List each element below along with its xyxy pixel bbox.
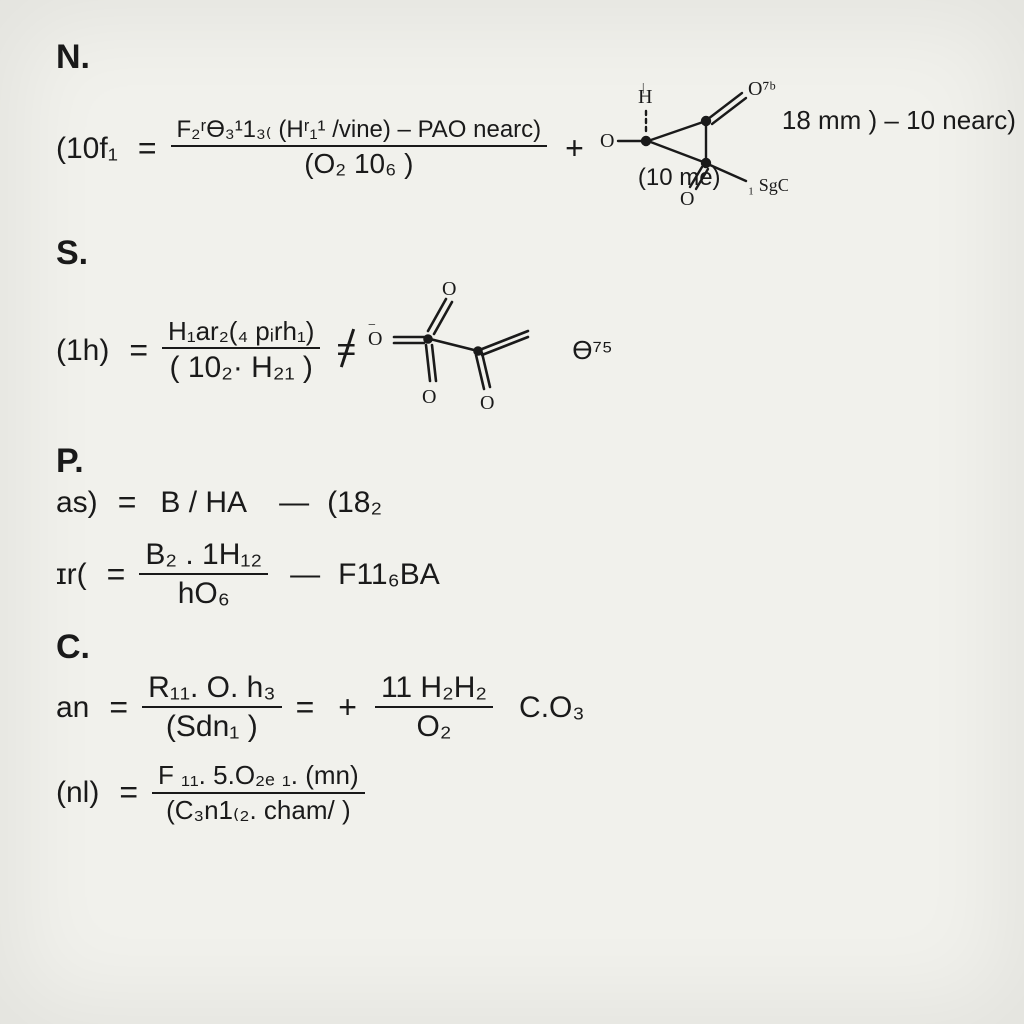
c1-den1: (Sdn₁ ): [160, 710, 264, 743]
c1-num2: 11 H₂H₂: [375, 671, 493, 704]
c2-den: (C₃n1₍₂. cham/ ): [160, 796, 357, 825]
section-label-n: N.: [56, 38, 974, 77]
s-numerator: H₁ar₂(₄ pᵢrh₁): [162, 317, 320, 346]
s-denominator: ( 10₂· H₂₁ ): [164, 351, 319, 384]
c1-lhs: an: [56, 691, 89, 724]
handwritten-page: N. (10f₁ = F₂ʳϴ₃¹1₃₍ (Hʳ₁¹ /vine) – PAO …: [0, 0, 1024, 1024]
n-right-top: 18 mm ) – 10 nearc): [782, 106, 1016, 135]
p2-den: hO₆: [172, 577, 236, 610]
c1-eq1: =: [109, 690, 128, 725]
p1-mid: B / HA: [160, 486, 247, 519]
p1-lhs: as): [56, 486, 98, 519]
p2-eq: =: [107, 557, 126, 592]
n-lhs: (10f₁: [56, 132, 118, 165]
equation-c1: an = R₁₁. O. h₃ (Sdn₁ ) = + 11 H₂H₂ O₂ C…: [56, 671, 974, 743]
svg-text:O: O: [480, 392, 494, 414]
n-right-bottom: (10 me): [638, 165, 1016, 191]
n-molecule-icon: O H | O⁷ᵇ O ₁ SgC): [598, 81, 788, 216]
p1-minus: —: [279, 486, 309, 519]
svg-text:−: −: [368, 318, 376, 333]
s-molecule-icon: O − O O O: [368, 277, 568, 424]
section-label-c: C.: [56, 628, 974, 667]
n-numerator: F₂ʳϴ₃¹1₃₍ (Hʳ₁¹ /vine) – PAO nearc): [171, 117, 548, 143]
n-plus: +: [565, 131, 584, 166]
equation-p2: ɪr( = B₂ . 1H₁₂ hO₆ — F11₆BA: [56, 538, 974, 610]
equation-p1: as) = B / HA — (18₂: [56, 485, 974, 520]
n-denominator: (O₂ 10₆ ): [298, 149, 419, 180]
n-fraction: F₂ʳϴ₃¹1₃₍ (Hʳ₁¹ /vine) – PAO nearc) (O₂ …: [171, 117, 548, 180]
equation-n: (10f₁ = F₂ʳϴ₃¹1₃₍ (Hʳ₁¹ /vine) – PAO nea…: [56, 81, 974, 216]
svg-text:H: H: [638, 86, 652, 108]
c2-frac: F ₁₁. 5.O₂ₑ ₁. (mn) (C₃n1₍₂. cham/ ): [152, 761, 365, 824]
c1-frac2: 11 H₂H₂ O₂: [375, 671, 493, 743]
c2-lhs: (nl): [56, 776, 99, 809]
p2-rhs: F11₆BA: [338, 558, 440, 591]
c2-eq: =: [119, 775, 138, 810]
svg-text:O: O: [422, 386, 436, 408]
equation-c2: (nl) = F ₁₁. 5.O₂ₑ ₁. (mn) (C₃n1₍₂. cham…: [56, 761, 974, 824]
svg-text:O⁷ᵇ: O⁷ᵇ: [748, 81, 776, 100]
p1-eq: =: [118, 485, 137, 520]
section-label-p: P.: [56, 442, 974, 481]
p2-num: B₂ . 1H₁₂: [139, 538, 268, 571]
s-equals: =: [129, 333, 148, 368]
p2-fraction: B₂ . 1H₁₂ hO₆: [139, 538, 268, 610]
p2-minus: —: [290, 558, 320, 591]
p2-lhs: ɪr(: [56, 558, 87, 591]
c1-eq2: =: [296, 690, 315, 725]
s-not-equal: =: [336, 332, 356, 369]
section-label-s: S.: [56, 234, 974, 273]
s-right-label: ϴ⁷⁵: [572, 336, 612, 365]
s-lhs: (1h): [56, 334, 109, 367]
c1-num1: R₁₁. O. h₃: [142, 671, 282, 704]
c2-num: F ₁₁. 5.O₂ₑ ₁. (mn): [152, 761, 365, 790]
c1-plus: +: [338, 690, 357, 725]
c1-tail: C.O₃: [519, 691, 585, 724]
p1-rhs: (18₂: [327, 486, 382, 519]
c1-den2: O₂: [411, 710, 458, 743]
s-fraction: H₁ar₂(₄ pᵢrh₁) ( 10₂· H₂₁ ): [162, 317, 320, 385]
c1-frac1: R₁₁. O. h₃ (Sdn₁ ): [142, 671, 282, 743]
svg-text:O: O: [600, 130, 614, 152]
n-equals: =: [138, 131, 157, 166]
svg-text:|: |: [642, 81, 644, 94]
equation-s: (1h) = H₁ar₂(₄ pᵢrh₁) ( 10₂· H₂₁ ) =: [56, 277, 974, 424]
svg-text:O: O: [680, 188, 694, 209]
svg-text:O: O: [442, 278, 456, 300]
